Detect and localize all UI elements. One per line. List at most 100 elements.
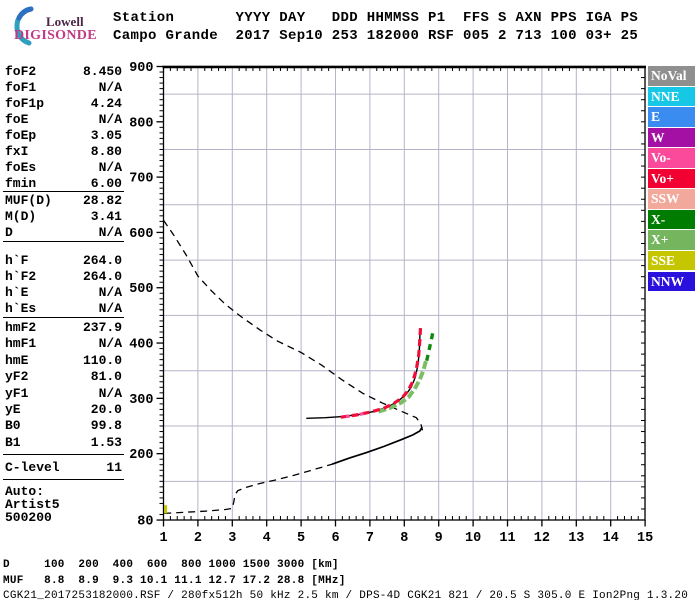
auto-scaler-line: 500200	[5, 510, 52, 525]
param-value: 3.05	[90, 128, 122, 143]
y-tick-label: 700	[129, 172, 153, 187]
param-label: B0	[5, 418, 21, 434]
param-row-foe: foE N/A	[5, 112, 122, 127]
distance-row: D 100 200 400 600 800 1000 1500 3000 [km…	[3, 559, 339, 571]
profile-true-height	[331, 426, 423, 466]
param-row-fxi: fxI 8.80	[5, 144, 122, 159]
param-row-hmf1: hmF1 N/A	[5, 336, 122, 351]
param-row-fof1: foF1 N/A	[5, 80, 122, 95]
x-tick-label: 4	[263, 531, 271, 546]
param-row-d: D N/A	[5, 225, 122, 240]
legend-item-vo: Vo-	[648, 148, 695, 168]
file-info-line: CGK21_2017253182000.RSF / 280fx512h 50 k…	[3, 590, 689, 600]
y-tick-label: 800	[129, 116, 153, 131]
param-value: N/A	[98, 112, 122, 127]
param-label: h`E	[5, 285, 29, 300]
header-columns-line: Station YYYY DAY DDD HHMMSS P1 FFS S AXN…	[113, 10, 639, 26]
legend-item-vo: Vo+	[648, 168, 695, 189]
param-label: foEs	[5, 160, 37, 175]
o-trace-fit	[306, 329, 421, 419]
param-row-foep: foEp 3.05	[5, 128, 122, 143]
x-tick-label: 13	[568, 531, 584, 546]
param-value: N/A	[98, 80, 122, 95]
param-row-hf: h`F 264.0	[5, 253, 122, 268]
y-tick-label: 500	[129, 282, 153, 297]
param-value: 264.0	[82, 253, 122, 268]
param-value: 3.41	[90, 209, 122, 224]
header-values-line: Campo Grande 2017 Sep10 253 182000 RSF 0…	[113, 28, 639, 44]
panel-divider	[3, 454, 124, 455]
y-tick-label: 600	[129, 227, 153, 242]
param-row-hes: h`Es N/A	[5, 301, 122, 316]
legend-item-w: W	[648, 127, 695, 148]
param-value: N/A	[98, 285, 122, 300]
param-value: 6.00	[90, 176, 122, 191]
param-row-hf2: h`F2 264.0	[5, 269, 122, 284]
param-label: foF1	[5, 80, 37, 95]
legend-item-sse: SSE	[648, 250, 695, 271]
panel-divider	[3, 241, 124, 242]
x-tick-label: 8	[400, 531, 408, 546]
y-tick-label: 200	[129, 448, 153, 463]
param-row-yf2: yF2 81.0	[5, 369, 122, 384]
param-row-he: h`E N/A	[5, 285, 122, 300]
param-label: yE	[5, 402, 21, 417]
param-value: 110.0	[82, 352, 122, 368]
x-tick-label: 12	[534, 531, 550, 546]
param-row-hmf2: hmF2 237.9	[5, 320, 122, 335]
x-trace-echoes-lower	[377, 360, 428, 414]
legend-item-e: E	[648, 107, 695, 127]
param-row-fof1p: foF1p 4.24	[5, 96, 122, 111]
auto-scaler-line: Auto:	[5, 484, 45, 499]
x-tick-label: 1	[159, 531, 167, 546]
muf-table-and-footer: D 100 200 400 600 800 1000 1500 3000 [km…	[3, 558, 688, 600]
param-label: fmin	[5, 176, 37, 191]
param-value: 99.8	[90, 418, 122, 434]
param-label: h`F	[5, 253, 29, 268]
param-label: D	[5, 225, 13, 240]
x-tick-label: 3	[228, 531, 236, 546]
param-label: foE	[5, 112, 29, 127]
legend-item-nne: NNE	[648, 86, 695, 107]
o-trace-echoes	[340, 327, 423, 419]
param-label: hmE	[5, 352, 29, 368]
y-tick-label: 900	[129, 61, 153, 76]
param-value: N/A	[98, 301, 122, 316]
auto-scaler-line: Artist5	[5, 497, 60, 512]
param-label: M(D)	[5, 209, 37, 224]
station-header: Station YYYY DAY DDD HHMMSS P1 FFS S AXN…	[113, 9, 638, 45]
param-value: N/A	[98, 160, 122, 175]
param-label: B1	[5, 434, 21, 450]
param-row-fof2: foF2 8.450	[5, 64, 122, 79]
x-tick-label: 15	[637, 531, 653, 546]
x-tick-label: 7	[366, 531, 374, 546]
param-value: 81.0	[90, 369, 122, 385]
param-row-b1: B1 1.53	[5, 435, 122, 450]
param-label: h`Es	[5, 301, 37, 316]
param-label: MUF(D)	[5, 193, 52, 208]
param-row-clevel: C-level 11	[5, 460, 122, 475]
param-row-ye: yE 20.0	[5, 402, 122, 417]
param-value: 4.24	[90, 96, 122, 111]
legend-item-x: X-	[648, 209, 695, 230]
x-tick-label: 6	[331, 531, 339, 546]
param-row-hme: hmE 110.0	[5, 353, 122, 368]
param-row-md: M(D) 3.41	[5, 209, 122, 224]
param-value: N/A	[98, 225, 122, 240]
muf-row: MUF 8.8 8.9 9.3 10.1 11.1 12.7 17.2 28.8…	[3, 574, 346, 587]
param-value: 1.53	[90, 434, 122, 450]
logo-digisonde-text: DIGISONDE	[14, 28, 97, 43]
param-row-mufd: MUF(D) 28.82	[5, 193, 122, 208]
param-value: 11	[106, 460, 122, 475]
legend-item-noval: NoVal	[648, 66, 695, 86]
param-label: yF2	[5, 369, 29, 385]
param-label: foF2	[5, 64, 37, 79]
panel-divider	[3, 479, 124, 480]
panel-divider	[3, 191, 124, 192]
legend-item-ssw: SSW	[648, 189, 695, 209]
param-value: 8.80	[90, 144, 122, 159]
param-value: 8.450	[82, 64, 122, 79]
param-row-yf1: yF1 N/A	[5, 386, 122, 401]
